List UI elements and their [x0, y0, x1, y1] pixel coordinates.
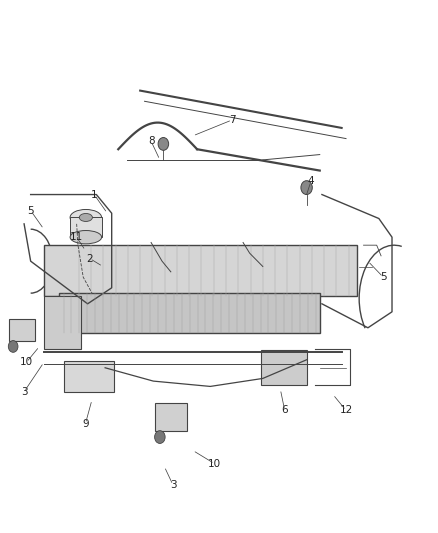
- Text: 6: 6: [281, 406, 288, 415]
- Bar: [9, 319, 35, 341]
- Circle shape: [8, 341, 18, 352]
- Text: 11: 11: [70, 232, 83, 242]
- Ellipse shape: [70, 209, 102, 225]
- Text: 5: 5: [27, 206, 34, 215]
- Bar: [70, 217, 102, 237]
- Bar: [59, 293, 320, 333]
- Text: 1: 1: [91, 190, 98, 199]
- Bar: [64, 361, 114, 392]
- Ellipse shape: [79, 213, 92, 222]
- Text: 8: 8: [148, 136, 155, 146]
- Text: 10: 10: [208, 459, 221, 469]
- Bar: [155, 403, 187, 431]
- Text: 5: 5: [380, 272, 387, 282]
- Bar: [44, 296, 81, 349]
- Circle shape: [155, 431, 165, 443]
- Text: 7: 7: [229, 115, 236, 125]
- Bar: [261, 350, 307, 385]
- Text: 4: 4: [307, 176, 314, 186]
- Text: 9: 9: [82, 419, 89, 429]
- Circle shape: [158, 138, 169, 150]
- Ellipse shape: [70, 230, 102, 244]
- Text: 3: 3: [21, 387, 28, 397]
- Text: 12: 12: [339, 406, 353, 415]
- Bar: [44, 245, 357, 296]
- Text: 2: 2: [86, 254, 93, 263]
- Circle shape: [301, 181, 312, 195]
- Text: 3: 3: [170, 480, 177, 490]
- Text: 10: 10: [20, 358, 33, 367]
